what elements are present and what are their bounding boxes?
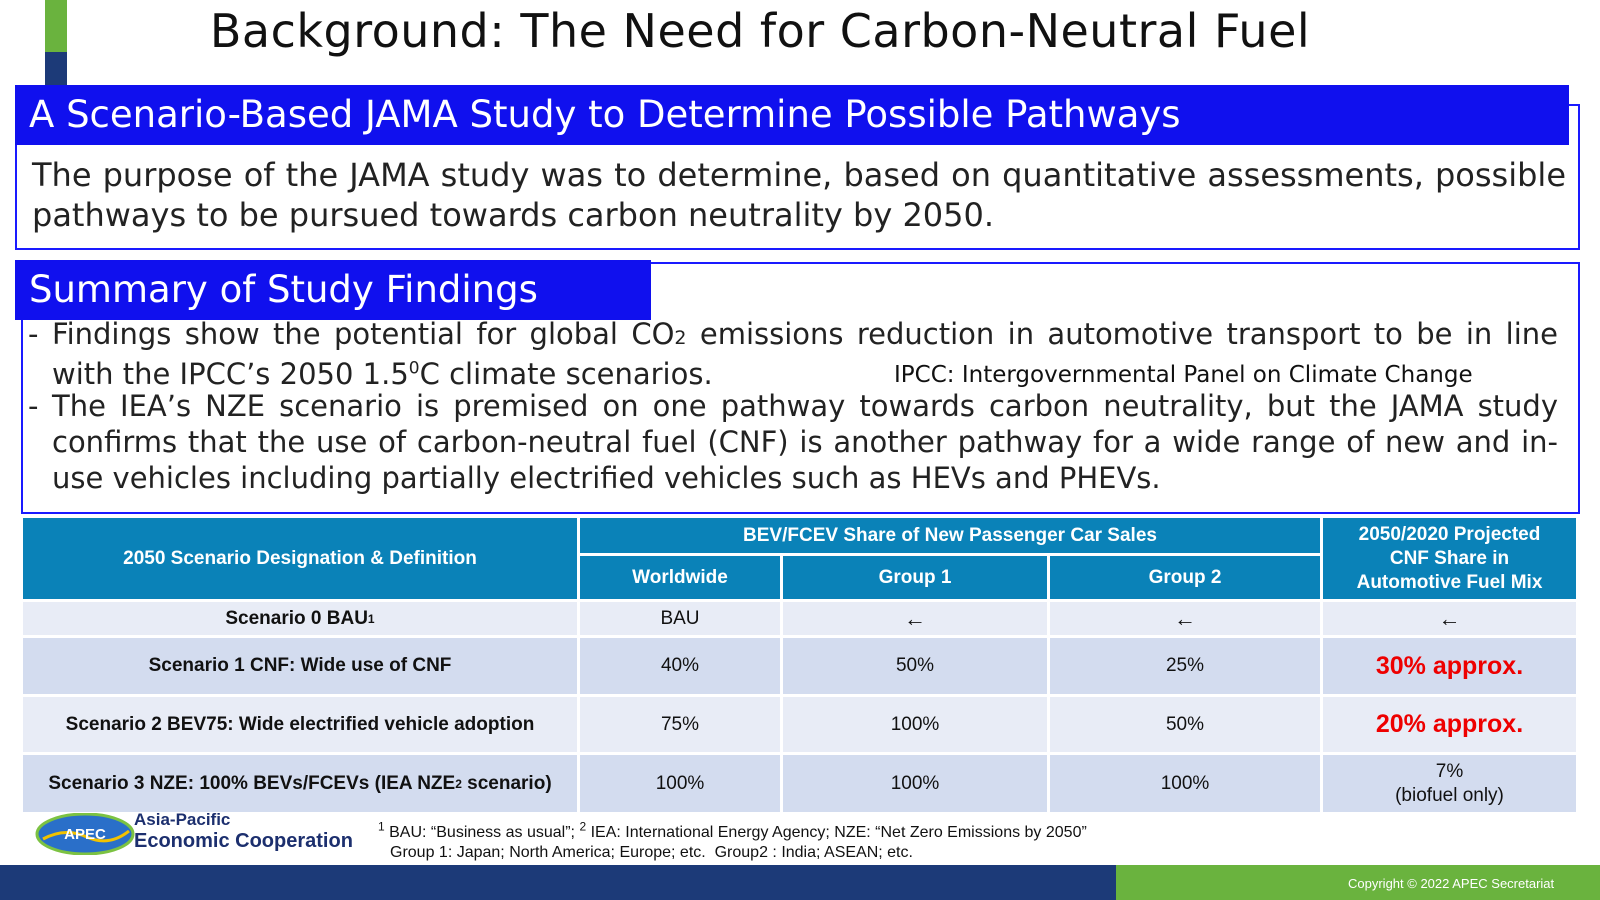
finding-bullet-2-text: The IEA’s NZE scenario is premised on on…: [52, 389, 1558, 495]
findings-header: Summary of Study Findings: [15, 260, 651, 320]
logo-text-line2: Economic Cooperation: [134, 830, 353, 852]
bullet-dash: -: [28, 389, 39, 423]
footnote-part-a: BAU: “Business as usual”;: [384, 824, 580, 841]
scenario-3-label: Scenario 3 NZE: 100% BEVs/FCEVs (IEA NZE: [48, 772, 456, 794]
table-row-1-group2: 25%: [1050, 638, 1320, 694]
footnote-part-b: IEA: International Energy Agency; NZE: “…: [586, 824, 1087, 841]
header-bev-share: BEV/FCEV Share of New Passenger Car Sale…: [580, 518, 1320, 553]
table-row-1-cnf: 30% approx.: [1323, 638, 1576, 694]
purpose-text: The purpose of the JAMA study was to det…: [32, 156, 1566, 234]
table-row-3-cnf: 7% (biofuel only): [1323, 755, 1576, 812]
bullet1-part2: emissions reduction in automotive transp…: [52, 317, 1558, 391]
copyright-text: Copyright © 2022 APEC Secretariat: [1348, 876, 1555, 891]
scenario-0-label: Scenario 0 BAU: [225, 607, 368, 629]
purpose-header-text: A Scenario-Based JAMA Study to Determine…: [29, 93, 1181, 136]
footnote-sup2: 2: [579, 819, 587, 834]
table-row-1-worldwide: 40%: [580, 638, 780, 694]
header-group2: Group 2: [1050, 556, 1320, 599]
header-cnf-share: 2050/2020 Projected CNF Share in Automot…: [1323, 518, 1576, 599]
scenario-3-suffix: scenario): [461, 772, 552, 794]
bullet1-subscript: 2: [674, 327, 687, 349]
table-row-0-group2: ←: [1050, 602, 1320, 635]
footer-bar-green: [1116, 865, 1600, 900]
table-row-2-group1: 100%: [783, 697, 1047, 752]
table-row-2-group2: 50%: [1050, 697, 1320, 752]
purpose-header: A Scenario-Based JAMA Study to Determine…: [15, 85, 1569, 145]
finding-bullet-2: - The IEA’s NZE scenario is premised on …: [28, 388, 1558, 496]
table-row-0-scenario: Scenario 0 BAU 1: [23, 602, 577, 635]
footnote-line2: Group 1: Japan; North America; Europe; e…: [390, 844, 913, 861]
footnote-sup1: 1: [378, 819, 385, 834]
apec-logo-badge: APEC: [64, 826, 106, 843]
table-row-3-group1: 100%: [783, 755, 1047, 812]
header-worldwide: Worldwide: [580, 556, 780, 599]
table-row-3-group2: 100%: [1050, 755, 1320, 812]
ipcc-note: IPCC: Intergovernmental Panel on Climate…: [894, 362, 1473, 388]
slide-title: Background: The Need for Carbon-Neutral …: [209, 4, 1311, 58]
table-row-2-cnf: 20% approx.: [1323, 697, 1576, 752]
header-scenario: 2050 Scenario Designation & Definition: [23, 518, 577, 599]
table-row-2-worldwide: 75%: [580, 697, 780, 752]
table-row-1-group1: 50%: [783, 638, 1047, 694]
apec-logo-icon: APEC: [35, 813, 135, 855]
table-row-0-cnf: ←: [1323, 602, 1576, 635]
finding-bullet-1: - Findings show the potential for global…: [28, 316, 1558, 392]
table-row-0-worldwide: BAU: [580, 602, 780, 635]
bullet1-part1: Findings show the potential for global C…: [52, 317, 675, 351]
table-row-3-worldwide: 100%: [580, 755, 780, 812]
finding-bullet-1-text: Findings show the potential for global C…: [28, 316, 1558, 392]
table-row-1-scenario: Scenario 1 CNF: Wide use of CNF: [23, 638, 577, 694]
table-row-3-scenario: Scenario 3 NZE: 100% BEVs/FCEVs (IEA NZE…: [23, 755, 577, 812]
bullet1-part3: C climate scenarios.: [419, 357, 713, 391]
table-row-2-scenario: Scenario 2 BEV75: Wide electrified vehic…: [23, 697, 577, 752]
accent-bar-navy: [45, 52, 67, 86]
bullet-dash: -: [28, 317, 39, 351]
logo-text-line1: Asia-Pacific: [134, 810, 231, 829]
cnf-3-note: (biofuel only): [1395, 784, 1504, 806]
header-group1: Group 1: [783, 556, 1047, 599]
cnf-3-value: 7%: [1435, 760, 1464, 782]
footnote-line1: 1 BAU: “Business as usual”; 2 IEA: Inter…: [378, 821, 1087, 842]
table-row-0-group1: ←: [783, 602, 1047, 635]
accent-bar-green: [45, 0, 67, 52]
bullet1-superscript: 0: [408, 358, 420, 379]
findings-box: [21, 262, 1580, 514]
findings-header-text: Summary of Study Findings: [29, 268, 538, 311]
footer-bar-navy: [0, 865, 1116, 900]
